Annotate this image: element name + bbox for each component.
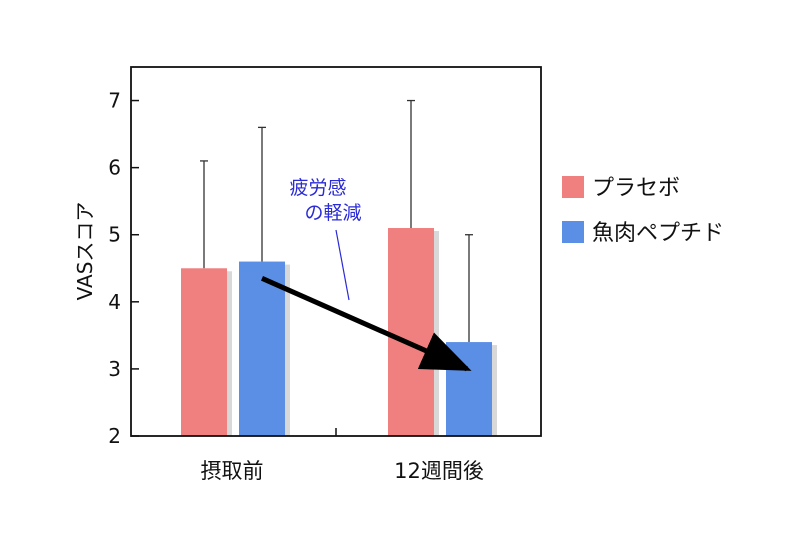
x-category-label: 摂取前: [201, 459, 264, 483]
y-axis-label: VASスコア: [73, 202, 97, 301]
bar-placebo: [388, 228, 434, 436]
annotation-pointer: [335, 229, 350, 301]
legend-label: プラセボ: [592, 176, 680, 201]
y-tick-label: 2: [108, 424, 121, 448]
y-tick-label: 3: [108, 357, 121, 381]
trend-arrow: [260, 276, 472, 372]
legend-swatch: [562, 176, 584, 198]
bar-fish-peptide: [239, 261, 285, 436]
y-tick-label: 6: [108, 156, 121, 180]
annotation-line-1: 疲労感: [289, 177, 346, 199]
bar-fish-peptide: [446, 342, 492, 436]
legend-label: 魚肉ペプチド: [592, 221, 724, 246]
bar-placebo: [181, 268, 227, 436]
legend-swatch: [562, 221, 584, 243]
y-tick-label: 5: [108, 223, 121, 247]
y-tick-label: 7: [108, 89, 121, 113]
annotation-line-2: の軽減: [304, 202, 361, 224]
x-category-label: 12週間後: [394, 459, 484, 483]
y-tick-label: 4: [108, 290, 121, 314]
